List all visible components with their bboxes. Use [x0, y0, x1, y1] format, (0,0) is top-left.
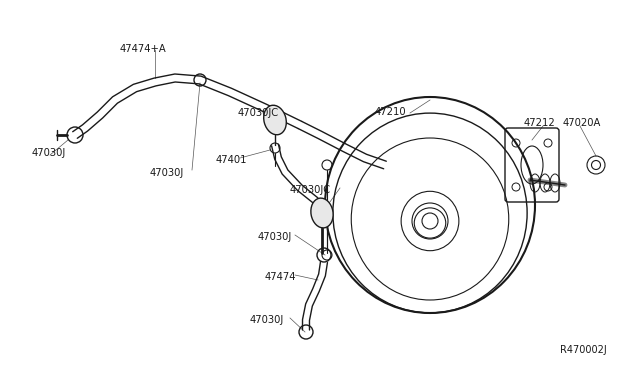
Text: 47474: 47474: [265, 272, 296, 282]
Text: 47030JC: 47030JC: [290, 185, 331, 195]
Text: 47030J: 47030J: [250, 315, 284, 325]
Text: 47210: 47210: [375, 107, 406, 117]
Text: 47401: 47401: [216, 155, 248, 165]
Text: 47030J: 47030J: [258, 232, 292, 242]
Text: 47020A: 47020A: [563, 118, 602, 128]
Text: 47030JC: 47030JC: [238, 108, 279, 118]
Text: 47030J: 47030J: [32, 148, 67, 158]
Text: 47474+A: 47474+A: [120, 44, 167, 54]
Ellipse shape: [311, 198, 333, 228]
Ellipse shape: [264, 105, 286, 135]
Text: 47212: 47212: [524, 118, 556, 128]
Text: 47030J: 47030J: [150, 168, 184, 178]
Text: R470002J: R470002J: [560, 345, 607, 355]
